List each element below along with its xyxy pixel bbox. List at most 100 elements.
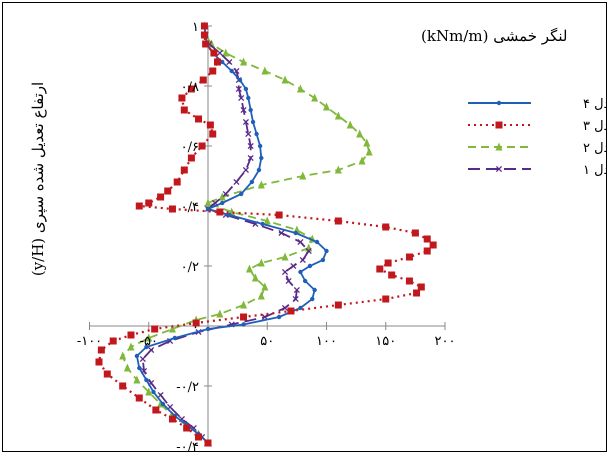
data-point — [220, 59, 225, 65]
y-tick-label: ۰/۶ — [181, 140, 199, 155]
data-point — [334, 111, 342, 120]
y-axis-label: ارتفاع تعدیل شده سپری (y/H) — [29, 82, 47, 276]
data-point — [210, 49, 218, 57]
data-point — [281, 304, 289, 312]
data-point — [495, 121, 503, 129]
data-point — [123, 363, 131, 372]
data-point — [220, 200, 225, 206]
data-point — [417, 283, 425, 291]
x-tick-label: ۱۵۰ — [375, 334, 396, 349]
data-point — [281, 252, 289, 261]
x-tick-label: -۱۰۰ — [77, 334, 102, 349]
data-point — [285, 277, 292, 285]
data-point — [247, 154, 254, 162]
data-point — [164, 187, 172, 195]
data-point — [290, 262, 297, 270]
data-point — [180, 106, 188, 114]
data-point — [222, 190, 229, 198]
data-point — [240, 57, 248, 66]
x-tick-label: -۵۰ — [140, 334, 158, 349]
data-point — [204, 198, 212, 207]
data-point — [227, 212, 232, 218]
data-point — [145, 333, 153, 342]
data-point — [405, 253, 413, 261]
data-point — [195, 433, 203, 441]
data-point — [183, 424, 191, 432]
y-tick-label: ۱ — [192, 20, 199, 35]
data-point — [246, 95, 251, 101]
y-tick-label: ۰/۲ — [181, 260, 199, 275]
data-point — [152, 406, 160, 414]
data-point — [384, 259, 392, 267]
data-point — [229, 68, 234, 74]
data-point — [296, 84, 304, 93]
data-point — [495, 165, 503, 173]
data-point — [119, 351, 127, 360]
y-tick-label: -۰/۴ — [176, 440, 199, 451]
data-point — [216, 208, 224, 216]
data-point — [151, 389, 156, 395]
data-point — [144, 377, 149, 383]
data-point — [245, 264, 253, 273]
data-point — [248, 107, 253, 113]
series-2 — [95, 22, 437, 447]
data-point — [298, 269, 303, 275]
data-point — [249, 179, 255, 185]
data-point — [363, 138, 371, 147]
data-point — [168, 324, 176, 333]
data-point — [135, 394, 143, 402]
data-point — [218, 192, 226, 201]
data-point — [222, 48, 230, 57]
data-point — [200, 22, 208, 30]
data-point — [334, 165, 342, 174]
legend-item-3: مدل ۲ — [468, 141, 606, 156]
data-point — [109, 337, 117, 345]
data-point — [423, 247, 431, 255]
data-point — [199, 76, 207, 84]
y-tick-label: ۰/۴ — [181, 200, 199, 215]
data-point — [247, 142, 254, 150]
data-point — [259, 155, 264, 161]
data-point — [299, 171, 307, 180]
data-point — [178, 94, 186, 102]
data-point — [382, 223, 390, 231]
data-point — [324, 248, 329, 254]
data-point — [235, 85, 242, 93]
data-point — [157, 193, 165, 201]
data-point — [376, 265, 384, 273]
data-point — [261, 66, 269, 75]
data-point — [151, 325, 159, 333]
data-point — [287, 307, 295, 315]
data-point — [413, 289, 421, 297]
data-point — [292, 295, 299, 303]
data-point — [195, 115, 203, 123]
legend-item-4: مدل ۱ — [468, 163, 606, 178]
data-point — [135, 202, 143, 210]
data-point — [297, 238, 304, 246]
data-point — [200, 31, 208, 39]
data-point — [192, 319, 200, 327]
legend-label: مدل ۳ — [583, 119, 606, 134]
data-point — [293, 286, 300, 294]
data-point — [256, 167, 262, 173]
data-point — [144, 344, 149, 350]
data-point — [334, 217, 342, 225]
data-point — [133, 375, 141, 384]
x-tick-label: ۱۰۰ — [316, 334, 337, 349]
legend-label: مدل ۱ — [583, 163, 606, 178]
data-point — [187, 154, 195, 162]
legend-item-2: مدل ۳ — [468, 119, 606, 134]
data-point — [257, 180, 265, 189]
data-point — [311, 93, 319, 102]
data-point — [240, 313, 248, 321]
data-point — [423, 235, 431, 243]
data-point — [496, 100, 502, 106]
data-point — [173, 178, 181, 186]
data-point — [139, 355, 146, 363]
data-point — [160, 401, 166, 407]
data-point — [251, 273, 259, 282]
bending-moment-chart: -۱۰۰ -۵۰ ۵۰ ۱۰۰ ۱۵۰ ۲۰۰ -۰/۴ -۰/۲ ۰ ۰/۲ ۰/۴ ۰/۶ ۰/۸ ۱… — [29, 20, 606, 451]
data-point — [168, 415, 176, 423]
data-point — [263, 216, 271, 225]
